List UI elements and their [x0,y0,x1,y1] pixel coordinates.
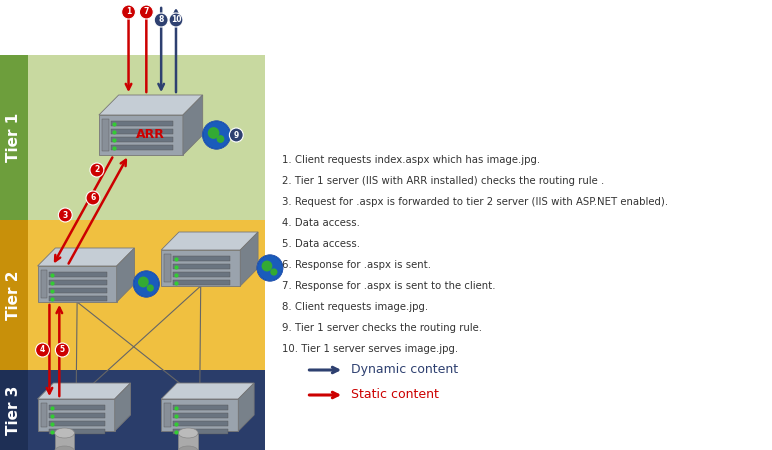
Circle shape [169,13,183,27]
Circle shape [138,277,149,288]
Bar [49,280,107,285]
Bar [173,413,229,418]
Circle shape [257,255,283,281]
Text: Tier 1: Tier 1 [6,113,22,162]
Bar [178,433,198,450]
Text: 2: 2 [94,166,100,175]
Polygon shape [161,232,258,250]
Text: 9: 9 [234,130,239,140]
Bar [173,264,230,269]
Text: 10. Tier 1 server serves image.jpg.: 10. Tier 1 server serves image.jpg. [282,344,458,354]
Text: 2. Tier 1 server (IIS with ARR installed) checks the routing rule .: 2. Tier 1 server (IIS with ARR installed… [282,176,604,186]
Circle shape [208,127,219,139]
Text: 8: 8 [158,15,164,24]
Bar [49,421,105,426]
Text: 4. Data access.: 4. Data access. [282,218,360,228]
Bar [110,121,173,126]
Bar [110,137,173,142]
Circle shape [262,261,273,271]
Circle shape [86,191,100,205]
Polygon shape [183,95,203,155]
Text: 8. Client requests image.jpg.: 8. Client requests image.jpg. [282,302,428,312]
Bar [110,129,173,134]
Text: 5. Data access.: 5. Data access. [282,239,360,249]
Polygon shape [38,266,117,302]
Ellipse shape [55,428,74,438]
Bar [41,270,47,298]
Bar [0,370,28,450]
Bar [164,403,171,427]
Text: 1. Client requests index.aspx which has image.jpg.: 1. Client requests index.aspx which has … [282,155,540,165]
Bar [173,421,229,426]
Circle shape [154,13,168,27]
Circle shape [59,208,72,222]
Circle shape [217,135,225,143]
Ellipse shape [55,446,74,450]
Polygon shape [99,115,183,155]
Text: Static content: Static content [351,388,438,401]
Bar [173,256,230,261]
Text: Dynamic content: Dynamic content [351,364,458,377]
Polygon shape [115,383,130,431]
Circle shape [203,121,230,149]
Text: Tier 3: Tier 3 [6,385,22,435]
Bar [55,433,74,450]
Text: 10: 10 [171,15,181,24]
Polygon shape [161,383,254,399]
Circle shape [270,268,277,276]
Circle shape [140,5,154,19]
Bar [49,429,105,434]
Circle shape [36,343,49,357]
Bar [110,145,173,150]
Polygon shape [161,399,239,431]
Circle shape [122,5,135,19]
Text: 5: 5 [59,346,65,355]
Bar [173,429,229,434]
Bar [49,405,105,410]
Ellipse shape [178,428,198,438]
Polygon shape [161,250,240,286]
Bar [49,288,107,293]
Polygon shape [99,95,203,115]
Circle shape [90,163,103,177]
Text: 7. Response for .aspx is sent to the client.: 7. Response for .aspx is sent to the cli… [282,281,496,291]
Bar [49,413,105,418]
Bar [0,220,265,370]
Bar [0,55,28,220]
Text: 3: 3 [63,211,68,220]
Bar [0,370,265,450]
Circle shape [229,128,243,142]
Bar [173,272,230,277]
Text: 7: 7 [144,8,149,17]
Bar [0,220,28,370]
Text: 3. Request for .aspx is forwarded to tier 2 server (IIS with ASP.NET enabled).: 3. Request for .aspx is forwarded to tie… [282,197,668,207]
Ellipse shape [178,446,198,450]
Polygon shape [38,399,115,431]
Bar [102,119,109,151]
Text: ARR: ARR [137,129,165,141]
Text: 6: 6 [90,194,96,202]
Polygon shape [38,383,130,399]
Text: 6. Response for .aspx is sent.: 6. Response for .aspx is sent. [282,260,431,270]
Bar [173,405,229,410]
Text: 9. Tier 1 server checks the routing rule.: 9. Tier 1 server checks the routing rule… [282,323,482,333]
Bar [41,403,47,427]
Polygon shape [38,248,134,266]
Circle shape [56,343,69,357]
Text: 4: 4 [40,346,45,355]
Polygon shape [117,248,134,302]
Text: Tier 2: Tier 2 [6,270,22,320]
Bar [164,254,171,282]
Circle shape [147,284,154,292]
Text: 1: 1 [126,8,131,17]
Bar [0,55,265,220]
Bar [173,280,230,285]
Bar [49,272,107,277]
Bar [49,296,107,301]
Polygon shape [239,383,254,431]
Polygon shape [240,232,258,286]
Circle shape [134,271,159,297]
